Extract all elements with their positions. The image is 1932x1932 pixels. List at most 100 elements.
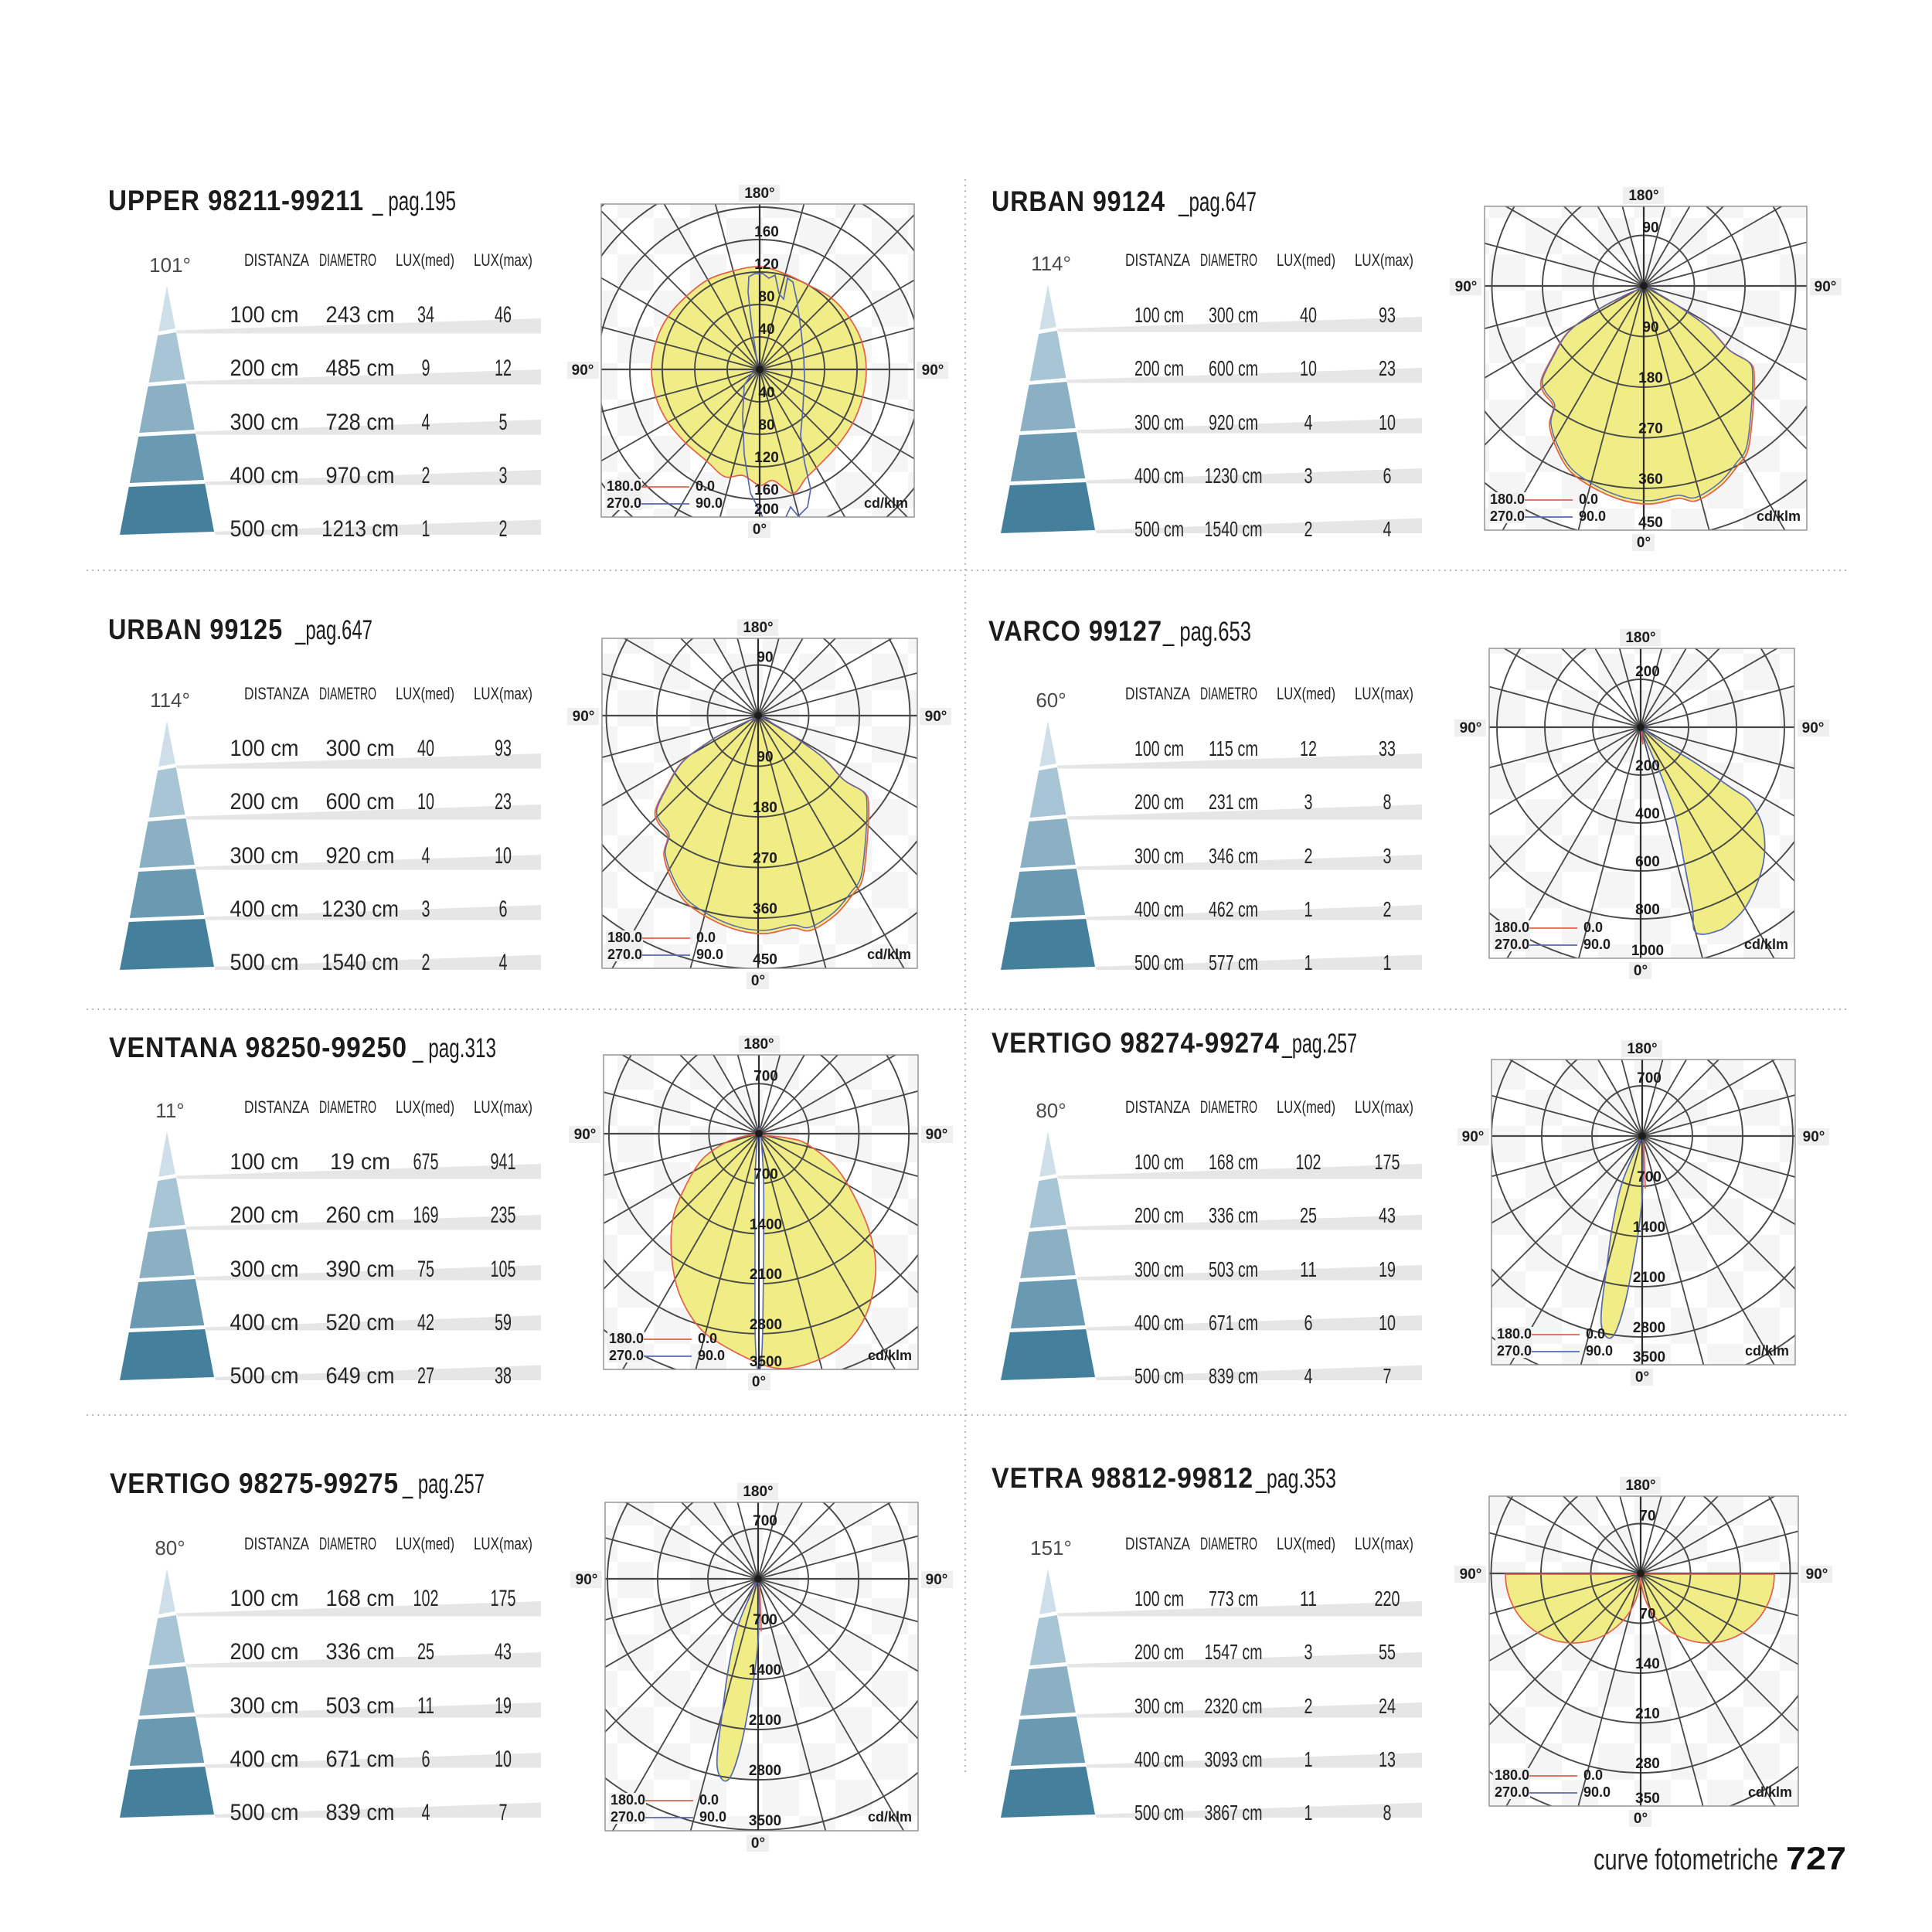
svg-text:180.0: 180.0	[611, 1792, 645, 1808]
svg-text:728 cm: 728 cm	[326, 410, 395, 435]
svg-text:LUX(max): LUX(max)	[1355, 250, 1413, 270]
svg-text:4: 4	[422, 410, 430, 435]
svg-text:2: 2	[422, 463, 430, 488]
svg-text:168 cm: 168 cm	[1209, 1150, 1258, 1174]
svg-text:675: 675	[413, 1149, 439, 1175]
svg-text:3: 3	[422, 896, 430, 922]
svg-text:90°: 90°	[1462, 1129, 1485, 1145]
svg-text:2: 2	[499, 516, 508, 542]
svg-text:0°: 0°	[751, 973, 765, 989]
svg-text:500 cm: 500 cm	[230, 950, 299, 975]
svg-text:1213 cm: 1213 cm	[321, 516, 399, 542]
svg-text:600 cm: 600 cm	[1209, 356, 1258, 380]
svg-text:160: 160	[754, 224, 779, 240]
svg-text:700: 700	[1637, 1070, 1662, 1087]
svg-text:700: 700	[753, 1167, 778, 1183]
svg-text:400 cm: 400 cm	[1134, 1311, 1184, 1335]
svg-text:90°: 90°	[572, 362, 594, 379]
svg-text:DISTANZA: DISTANZA	[244, 684, 309, 703]
svg-text:70: 70	[1639, 1509, 1655, 1525]
svg-text:520 cm: 520 cm	[326, 1310, 395, 1335]
svg-text:VARCO 99127: VARCO 99127	[988, 615, 1162, 647]
svg-text:0.0: 0.0	[698, 1331, 717, 1346]
svg-text:270: 270	[1638, 421, 1663, 437]
svg-text:DISTANZA: DISTANZA	[1125, 1534, 1190, 1553]
svg-text:6: 6	[499, 896, 508, 922]
svg-text:102: 102	[413, 1586, 439, 1611]
svg-text:33: 33	[1379, 736, 1396, 760]
svg-text:700: 700	[1637, 1169, 1662, 1185]
svg-text:700: 700	[753, 1513, 777, 1529]
svg-text:300 cm: 300 cm	[230, 1257, 299, 1282]
svg-text:_ pag.195: _ pag.195	[372, 186, 456, 216]
svg-text:80°: 80°	[155, 1536, 185, 1560]
svg-text:DISTANZA: DISTANZA	[1125, 250, 1190, 270]
svg-text:90°: 90°	[925, 709, 947, 725]
svg-text:0°: 0°	[752, 1374, 766, 1390]
svg-text:300 cm: 300 cm	[1134, 1257, 1184, 1281]
svg-text:1400: 1400	[749, 1662, 781, 1679]
svg-text:URBAN 99125: URBAN 99125	[108, 614, 283, 645]
svg-text:350: 350	[1635, 1791, 1660, 1807]
svg-text:180°: 180°	[1625, 630, 1655, 646]
svg-text:VERTIGO 98275-99275: VERTIGO 98275-99275	[110, 1468, 399, 1499]
svg-text:180.0: 180.0	[1495, 920, 1529, 935]
svg-text:920 cm: 920 cm	[326, 843, 395, 869]
svg-text:200: 200	[754, 502, 779, 518]
svg-text:90°: 90°	[922, 362, 944, 379]
svg-text:11: 11	[417, 1693, 434, 1719]
svg-text:180°: 180°	[743, 620, 773, 636]
svg-text:75: 75	[417, 1257, 434, 1282]
svg-text:60°: 60°	[1036, 689, 1066, 712]
svg-text:200 cm: 200 cm	[230, 355, 299, 381]
svg-text:4: 4	[1304, 410, 1313, 434]
svg-text:270.0: 270.0	[609, 1348, 644, 1363]
svg-text:19: 19	[1379, 1257, 1396, 1281]
svg-text:DIAMETRO: DIAMETRO	[319, 250, 376, 270]
svg-text:DISTANZA: DISTANZA	[1125, 684, 1190, 703]
svg-text:0°: 0°	[1634, 963, 1648, 979]
svg-text:90: 90	[757, 750, 773, 766]
svg-text:11°: 11°	[155, 1099, 184, 1122]
svg-text:LUX(max): LUX(max)	[474, 1097, 532, 1117]
svg-text:11: 11	[1300, 1257, 1317, 1281]
svg-text:200 cm: 200 cm	[1134, 1203, 1184, 1227]
svg-text:102: 102	[1296, 1150, 1321, 1174]
svg-text:1547 cm: 1547 cm	[1205, 1640, 1263, 1664]
svg-text:6: 6	[422, 1747, 430, 1772]
svg-text:2: 2	[1304, 1694, 1313, 1718]
svg-text:_ pag.257: _ pag.257	[402, 1469, 485, 1499]
svg-text:300 cm: 300 cm	[1134, 410, 1184, 434]
svg-text:400 cm: 400 cm	[230, 463, 299, 488]
svg-text:2: 2	[1304, 844, 1313, 868]
svg-text:400 cm: 400 cm	[1134, 1747, 1184, 1771]
svg-text:500 cm: 500 cm	[1134, 1364, 1184, 1388]
svg-text:1000: 1000	[1631, 943, 1664, 959]
svg-text:90.0: 90.0	[1579, 509, 1606, 524]
svg-text:DISTANZA: DISTANZA	[1125, 1097, 1190, 1117]
svg-text:cd/klm: cd/klm	[1757, 509, 1801, 524]
svg-text:38: 38	[495, 1363, 512, 1389]
svg-text:400 cm: 400 cm	[1134, 464, 1184, 488]
svg-text:120: 120	[754, 450, 779, 466]
svg-text:8: 8	[1383, 790, 1392, 814]
svg-text:100 cm: 100 cm	[230, 736, 299, 761]
svg-text:160: 160	[754, 482, 779, 498]
svg-text:LUX(med): LUX(med)	[396, 1097, 454, 1117]
svg-text:_pag.257: _pag.257	[1281, 1029, 1357, 1059]
svg-text:8: 8	[1383, 1801, 1392, 1825]
svg-text:3500: 3500	[750, 1354, 782, 1370]
svg-text:VETRA 98812-99812: VETRA 98812-99812	[992, 1462, 1253, 1494]
svg-text:800: 800	[1635, 902, 1660, 918]
svg-text:90°: 90°	[1806, 1566, 1828, 1583]
svg-text:VENTANA 98250-99250: VENTANA 98250-99250	[109, 1032, 407, 1063]
svg-text:DISTANZA: DISTANZA	[244, 1097, 309, 1117]
svg-text:9: 9	[422, 355, 430, 381]
svg-text:0.0: 0.0	[699, 1792, 719, 1808]
svg-text:3093 cm: 3093 cm	[1205, 1747, 1263, 1771]
svg-text:LUX(med): LUX(med)	[396, 250, 454, 270]
svg-text:90: 90	[1642, 320, 1658, 336]
svg-text:LUX(med): LUX(med)	[396, 684, 454, 703]
svg-text:90.0: 90.0	[699, 1809, 726, 1825]
svg-text:3: 3	[499, 463, 508, 488]
